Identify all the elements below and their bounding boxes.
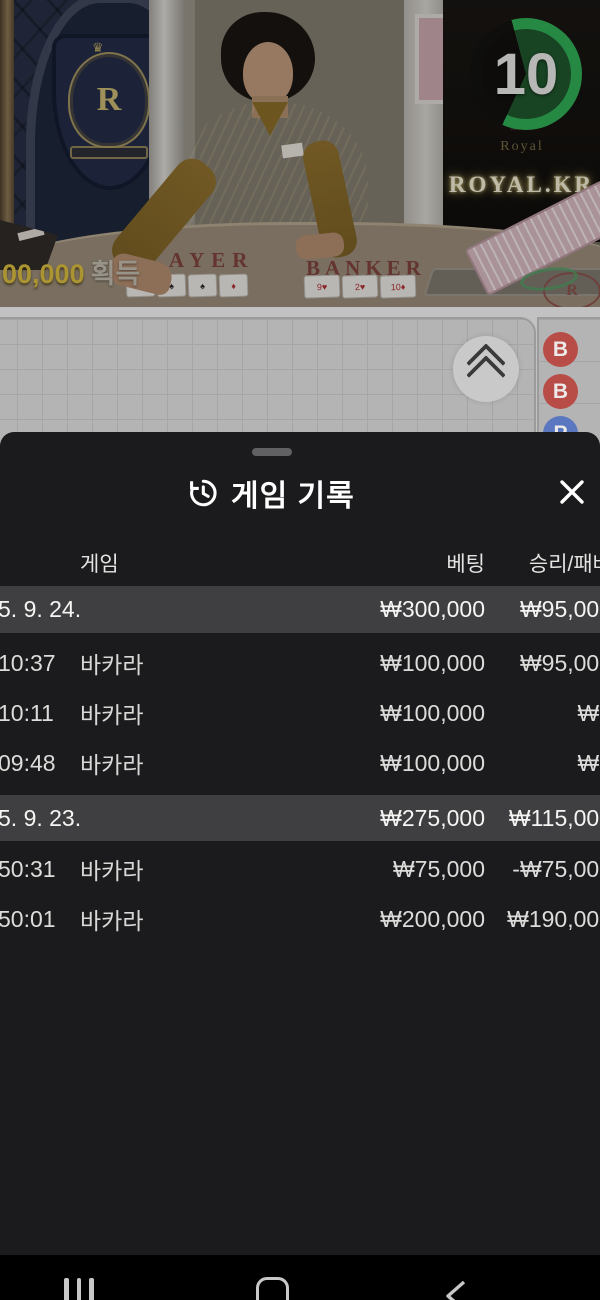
history-row: 50:01 바카라 ₩200,000 ₩190,000 xyxy=(0,894,600,944)
col-game: 게임 xyxy=(80,553,119,576)
betting-timer: 10 xyxy=(481,29,571,119)
history-row: 09:48 바카라 ₩100,000 ₩0 xyxy=(0,738,600,788)
row-bet: ₩100,000 xyxy=(380,699,485,726)
row-game: 바카라 xyxy=(80,652,144,678)
history-row: 10:37 바카라 ₩100,000 ₩95,000 xyxy=(0,638,600,688)
back-icon xyxy=(446,1280,466,1300)
col-bet: 베팅 xyxy=(446,553,485,576)
crest-banner xyxy=(70,146,148,159)
row-result: ₩0 xyxy=(577,749,600,776)
row-game: 바카라 xyxy=(80,702,144,728)
row-result: ₩95,000 xyxy=(519,649,600,676)
summary-result: ₩115,000 xyxy=(508,804,600,831)
history-row: 50:31 바카라 ₩75,000 -₩75,000 xyxy=(0,844,600,894)
date-summary-row: 5. 9. 23. ₩275,000 ₩115,000 xyxy=(0,795,600,841)
row-game: 바카라 xyxy=(80,752,144,778)
sheet-title: 게임 기록 xyxy=(231,480,355,513)
sign-royal-text: Royal xyxy=(500,139,544,154)
bead-0: B xyxy=(543,332,578,367)
summary-bet: ₩275,000 xyxy=(380,804,485,831)
recents-icon xyxy=(64,1278,69,1300)
col-result: 승리/패배 xyxy=(528,553,600,576)
win-toast-amount: 00,000 xyxy=(2,259,85,289)
row-result: ₩190,000 xyxy=(507,905,600,932)
bead-1: B xyxy=(543,374,578,409)
android-navbar xyxy=(0,1255,600,1300)
recents-icon xyxy=(89,1278,94,1300)
recents-icon xyxy=(76,1278,81,1300)
row-result: ₩0 xyxy=(577,699,600,726)
date-summary-row: 5. 9. 24. ₩300,000 ₩95,000 xyxy=(0,586,600,633)
betting-timer-ring: 10 xyxy=(470,18,582,130)
drag-handle[interactable] xyxy=(252,448,292,456)
expand-roadmap-button[interactable] xyxy=(453,336,519,402)
row-time: 50:31 xyxy=(0,855,56,882)
row-bet: ₩100,000 xyxy=(380,649,485,676)
row-time: 09:48 xyxy=(0,749,56,776)
summary-result: ₩95,000 xyxy=(519,596,600,622)
row-game: 바카라 xyxy=(80,908,144,934)
dealer-face xyxy=(243,42,293,104)
close-icon xyxy=(560,480,584,504)
recents-button[interactable] xyxy=(64,1278,94,1300)
row-result: -₩75,000 xyxy=(512,855,600,882)
row-bet: ₩100,000 xyxy=(380,749,485,776)
summary-date: 5. 9. 24. xyxy=(0,596,82,622)
timer-seconds: 10 xyxy=(493,41,559,107)
row-time: 10:37 xyxy=(0,649,56,676)
home-button[interactable] xyxy=(256,1277,289,1300)
win-toast: 00,000 획득 xyxy=(2,252,140,291)
dealer-dress-vneck xyxy=(252,102,288,136)
crest-crown-icon: ♛ xyxy=(92,40,104,55)
row-game: 바카라 xyxy=(80,858,144,884)
row-bet: ₩200,000 xyxy=(380,905,485,932)
row-time: 10:11 xyxy=(0,699,54,726)
table-crest-letter: R xyxy=(566,282,578,299)
brand-text: ROYAL.KR xyxy=(448,172,595,197)
backdrop-dim-overlay xyxy=(0,0,600,307)
history-table-header: 게임 베팅 승리/패배 xyxy=(0,540,600,580)
summary-bet: ₩300,000 xyxy=(380,596,485,622)
row-time: 50:01 xyxy=(0,905,56,932)
close-button[interactable] xyxy=(556,476,588,508)
summary-date: 5. 9. 23. xyxy=(0,804,82,831)
live-dealer-video: R ♛ R Royal ROYAL.KR PLAYER BANKER ♠ ♠ ♠… xyxy=(0,0,600,307)
sheet-title-group: 게임 기록 xyxy=(186,472,355,514)
crest-letter: R xyxy=(96,81,122,118)
win-toast-label: 획득 xyxy=(90,259,141,289)
history-row: 10:11 바카라 ₩100,000 ₩0 xyxy=(0,688,600,738)
history-icon xyxy=(190,479,217,507)
back-button[interactable] xyxy=(438,1277,476,1300)
game-history-sheet: 게임 기록 게임 베팅 승리/패배 5. 9. 24. ₩300,000 ₩95… xyxy=(0,432,600,1255)
row-bet: ₩75,000 xyxy=(392,855,485,882)
